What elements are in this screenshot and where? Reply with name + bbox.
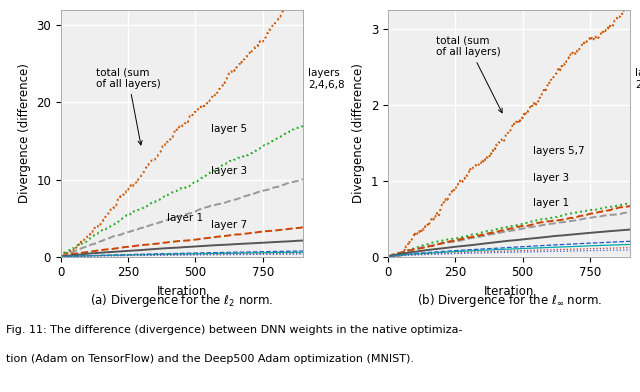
Text: layers 5,7: layers 5,7 (534, 146, 585, 156)
Text: layers
2,4,6,8: layers 2,4,6,8 (308, 68, 345, 90)
Y-axis label: Divergence (difference): Divergence (difference) (352, 64, 365, 203)
X-axis label: Iteration: Iteration (157, 285, 207, 298)
Text: layer 3: layer 3 (534, 173, 570, 183)
Text: layer 3: layer 3 (211, 166, 247, 176)
Text: total (sum
of all layers): total (sum of all layers) (96, 67, 161, 145)
Text: layer 5: layer 5 (211, 124, 247, 134)
Text: layer 1: layer 1 (168, 213, 204, 223)
Text: layers
2,4,6,8: layers 2,4,6,8 (636, 68, 640, 90)
Text: Fig. 11: The difference (divergence) between DNN weights in the native optimiza-: Fig. 11: The difference (divergence) bet… (6, 325, 463, 336)
Text: tion (Adam on TensorFlow) and the Deep500 Adam optimization (MNIST).: tion (Adam on TensorFlow) and the Deep50… (6, 354, 415, 364)
Text: (a) Divergence for the $\ell_2$ norm.: (a) Divergence for the $\ell_2$ norm. (90, 292, 274, 309)
X-axis label: Iteration: Iteration (484, 285, 534, 298)
Text: total (sum
of all layers): total (sum of all layers) (436, 36, 502, 113)
Y-axis label: Divergence (difference): Divergence (difference) (18, 64, 31, 203)
Text: layer 7: layer 7 (211, 220, 247, 230)
Text: layer 1: layer 1 (534, 198, 570, 208)
Text: (b) Divergence for the $\ell_\infty$ norm.: (b) Divergence for the $\ell_\infty$ nor… (417, 292, 602, 309)
